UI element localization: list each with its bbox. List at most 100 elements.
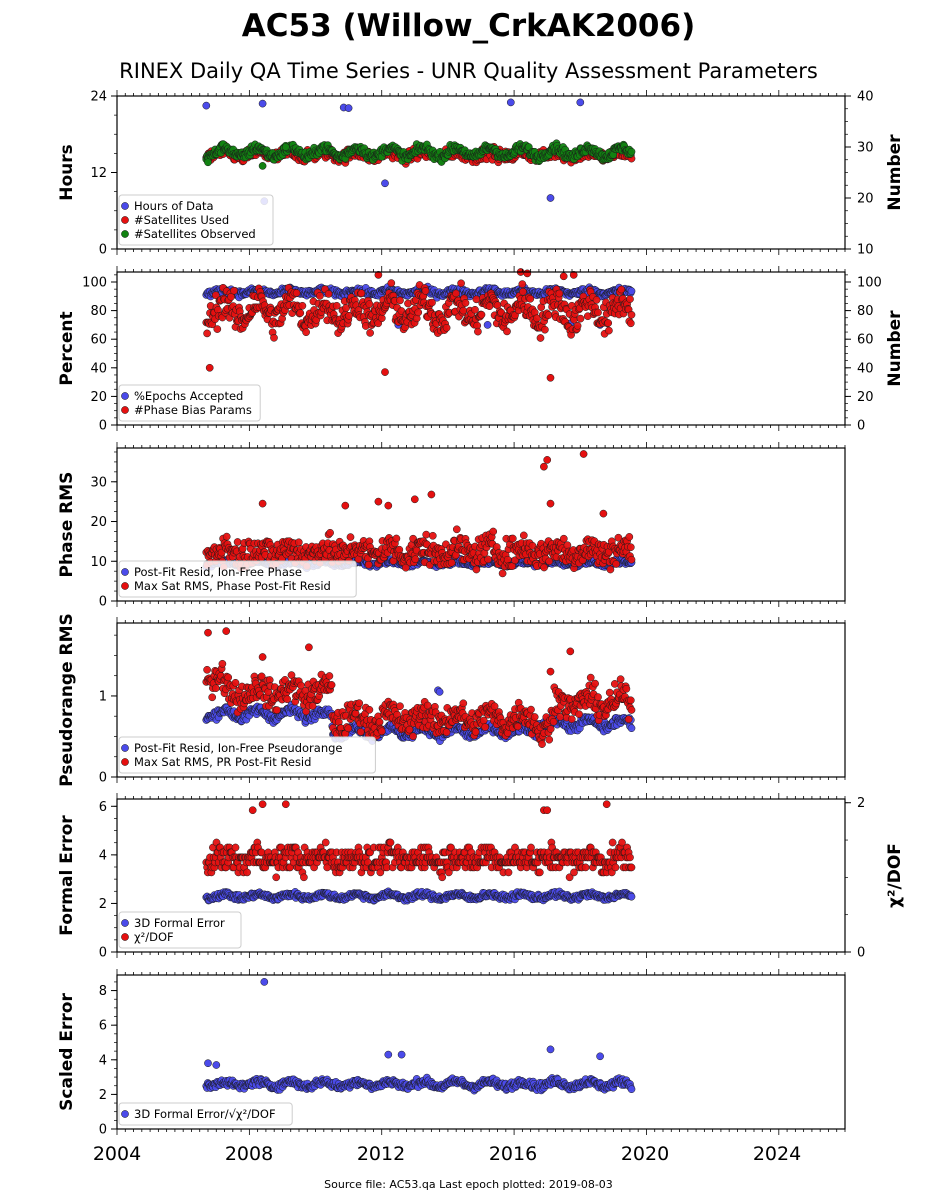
data-point [484, 555, 492, 564]
y-tick-label: 100 [82, 276, 107, 291]
data-point [366, 329, 374, 337]
data-point [357, 289, 366, 298]
outlier-point [523, 269, 532, 278]
data-point [292, 289, 301, 297]
data-point [270, 333, 278, 342]
y-tick-label-right: 60 [857, 333, 874, 348]
data-point [604, 319, 613, 327]
data-point [428, 531, 437, 540]
data-point [411, 555, 420, 564]
y-tick-label: 60 [90, 333, 107, 348]
y-tick-label: 20 [90, 390, 107, 405]
outlier-point [205, 363, 214, 372]
outlier-point [374, 497, 383, 506]
outlier-point [483, 321, 492, 329]
data-point [326, 528, 334, 537]
y-axis-label: Hours [57, 144, 77, 201]
data-point [612, 560, 621, 568]
data-point [573, 321, 582, 330]
data-point [627, 147, 636, 156]
data-point [428, 298, 436, 307]
y-tick-label: 0 [99, 595, 107, 610]
data-point [273, 706, 281, 714]
data-point [203, 329, 211, 338]
data-point [540, 563, 548, 572]
data-point [461, 299, 470, 307]
outlier-point [384, 501, 393, 510]
y-axis-label: Phase RMS [57, 472, 77, 578]
data-point [489, 527, 498, 536]
y-tick-label-right: 80 [857, 304, 874, 319]
data-point [294, 538, 303, 547]
data-point [626, 319, 635, 328]
data-point [472, 565, 481, 574]
y-tick-label: 24 [90, 90, 107, 105]
data-point [592, 296, 601, 304]
outlier-point [576, 98, 585, 107]
outlier-point [435, 688, 444, 696]
legend: %Epochs Accepted#Phase Bias Params [118, 384, 261, 422]
data-point [559, 534, 568, 543]
data-point [224, 673, 233, 682]
y-tick-label: 0 [99, 243, 107, 258]
outlier-point [543, 456, 552, 464]
data-point [452, 525, 461, 534]
data-point [231, 678, 240, 687]
outlier-point [599, 509, 608, 518]
outlier-point [506, 98, 515, 107]
data-point [459, 306, 468, 315]
outlier-point [559, 272, 568, 281]
data-point [498, 569, 507, 578]
outlier-point [540, 462, 548, 471]
data-points [202, 450, 636, 578]
data-point [457, 279, 465, 288]
outlier-point [258, 99, 267, 108]
legend-marker [121, 392, 129, 400]
y-tick-label: 12 [90, 166, 107, 181]
y-tick-label-right: 20 [857, 192, 874, 207]
legend-marker [121, 406, 129, 414]
legend-label: Max Sat RMS, Phase Post-Fit Resid [134, 579, 331, 593]
y-axis-right: 10 20 30 40 [845, 90, 874, 258]
data-point [474, 327, 482, 336]
legend: Hours of Data#Satellites Used#Satellites… [118, 194, 274, 246]
data-point [422, 530, 431, 539]
outlier-point [546, 499, 555, 508]
data-point [296, 309, 305, 317]
data-point [541, 325, 549, 334]
data-point [203, 665, 211, 674]
data-point [316, 292, 324, 300]
data-point [222, 532, 231, 541]
data-point [414, 308, 423, 317]
legend-marker [121, 582, 129, 590]
data-point [627, 310, 636, 319]
legend-marker [121, 202, 129, 210]
y-tick-label: 10 [90, 555, 107, 570]
data-point [396, 296, 404, 305]
data-point [392, 534, 401, 543]
data-point [298, 301, 307, 310]
data-point [536, 334, 545, 342]
legend-label: Post-Fit Resid, Ion-Free Phase [134, 565, 302, 579]
data-point [230, 286, 238, 295]
y-axis-label-right: Number [885, 310, 905, 387]
series-2 [202, 450, 636, 578]
data-point [576, 314, 585, 323]
outlier-point [258, 162, 267, 170]
outlier-point [202, 101, 211, 110]
data-points [202, 627, 636, 748]
series-2 [202, 268, 636, 382]
outlier-point [341, 501, 350, 510]
y-tick-label-right: 30 [857, 141, 874, 156]
data-point [544, 311, 553, 319]
data-point [421, 287, 430, 295]
outlier-point [546, 373, 555, 382]
legend-label: %Epochs Accepted [134, 389, 243, 403]
legend-label: #Satellites Observed [134, 227, 256, 241]
y-tick-label-right: 100 [857, 276, 882, 291]
data-point [387, 279, 396, 287]
data-point [218, 659, 227, 668]
data-point [302, 328, 310, 337]
